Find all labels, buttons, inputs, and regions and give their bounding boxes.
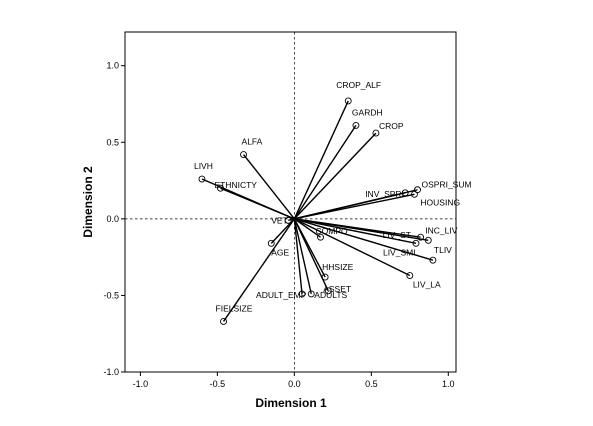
y-tick-label: 1.0: [106, 61, 119, 71]
point-label: ETHNICTY: [214, 180, 257, 190]
vector-line: [293, 125, 357, 220]
point-marker: [410, 190, 418, 198]
x-tick-label: -0.5: [210, 379, 226, 389]
point-label: LIVH: [194, 161, 213, 171]
point-marker: [401, 189, 409, 197]
point-marker: [352, 121, 360, 129]
point-marker: [429, 256, 437, 264]
point-marker: [217, 184, 224, 192]
point-label: ALFA: [242, 137, 263, 147]
point-label: TLIV: [434, 245, 452, 255]
vector-line: [293, 132, 377, 220]
plot-frame: [124, 31, 457, 373]
point-marker: [324, 287, 332, 295]
point-label: VET: [271, 215, 288, 225]
point-marker: [406, 272, 414, 279]
vector-line: [294, 218, 421, 238]
y-tick-label: -0.5: [103, 290, 119, 300]
x-tick-label: 1.0: [442, 379, 455, 389]
point-label: GARDH: [352, 107, 383, 117]
vector-line: [293, 218, 312, 295]
point-label: INV_SPRI: [365, 189, 404, 199]
vector-line: [294, 192, 406, 220]
point-label: ASSET: [323, 284, 351, 294]
point-marker: [412, 239, 420, 247]
point-label: HOUSING: [420, 197, 460, 207]
point-marker: [414, 186, 421, 194]
point-marker: [298, 290, 306, 298]
point-label: LIV_LA: [413, 280, 441, 290]
point-label: LIV_SML: [383, 247, 418, 257]
vector-line: [293, 100, 349, 220]
point-label: AGE: [271, 247, 289, 257]
point-label: FIELSIZE: [216, 303, 253, 313]
y-tick-label: 0.5: [106, 137, 119, 147]
x-tick-label: 0.5: [365, 379, 378, 389]
point-label: INC_LIV: [425, 225, 457, 235]
point-marker: [417, 233, 425, 241]
point-marker: [240, 151, 247, 158]
point-label: ADULTS: [314, 290, 347, 300]
point-label: CROP: [379, 121, 404, 131]
vector-line: [220, 187, 295, 220]
vector-line: [294, 218, 417, 245]
point-marker: [220, 318, 227, 325]
point-label: ADULT_EMP: [256, 290, 307, 300]
point-marker: [321, 273, 329, 281]
point-label: OSPRI_SUM: [422, 180, 472, 190]
y-tick-label: -1.0: [103, 367, 119, 377]
vector-line: [293, 218, 303, 294]
point-marker: [424, 236, 432, 244]
vector-line: [242, 154, 295, 220]
point-marker: [344, 97, 352, 105]
x-tick-label: -1.0: [133, 379, 149, 389]
point-label: COMPO: [316, 226, 349, 236]
vector-line: [294, 218, 411, 277]
point-marker: [198, 175, 206, 183]
vector-line: [294, 218, 434, 261]
point-marker: [267, 239, 275, 247]
point-label: CROP_ALF: [336, 80, 381, 90]
point-marker: [284, 216, 292, 224]
point-marker: [372, 129, 380, 137]
x-axis-title: Dimension 1: [255, 396, 327, 410]
point-marker: [307, 290, 315, 298]
point-label: HHSIZE: [322, 262, 354, 272]
point-label: LIV_ST: [383, 230, 411, 240]
x-tick-label: 0.0: [288, 379, 301, 389]
vector-line: [293, 218, 321, 238]
y-tick-label: 0.0: [106, 214, 119, 224]
vector-line: [222, 218, 295, 322]
point-marker: [317, 233, 324, 241]
y-axis-title: Dimension 2: [81, 166, 95, 238]
